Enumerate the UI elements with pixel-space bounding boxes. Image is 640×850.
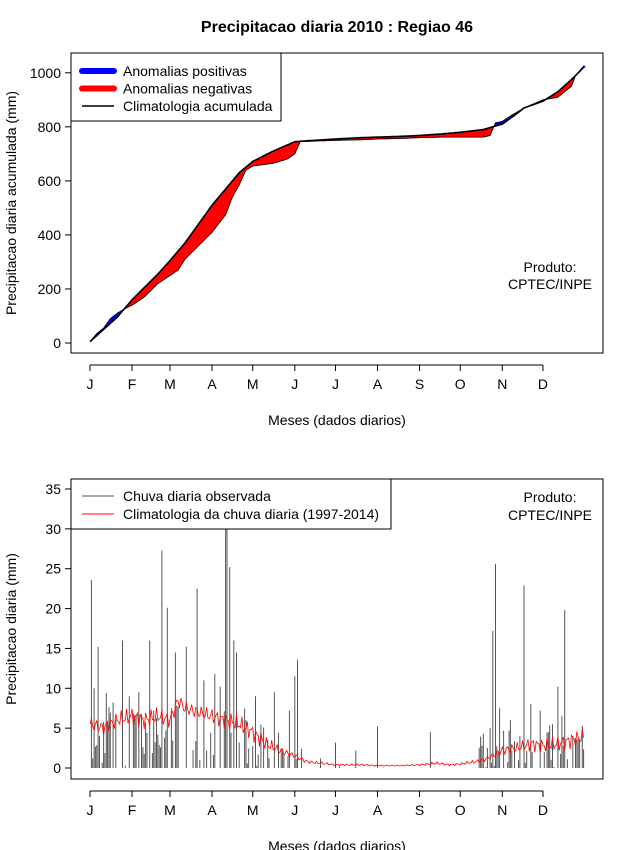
- bottom-y-tick-label: 35: [45, 481, 61, 497]
- top-x-tick-label: J: [87, 376, 94, 392]
- bottom-y-tick-label: 5: [53, 720, 61, 736]
- top-x-tick-label: M: [164, 376, 176, 392]
- top-x-tick-label: F: [128, 376, 137, 392]
- top-x-tick-label: M: [247, 376, 259, 392]
- bottom-x-tick-label: M: [247, 802, 259, 818]
- top-annotation-line1: Produto:: [524, 259, 577, 275]
- bottom-annotation-line2: CPTEC/INPE: [508, 507, 592, 523]
- top-x-tick-label: O: [455, 376, 466, 392]
- bottom-legend-label: Climatologia da chuva diaria (1997-2014): [123, 506, 379, 522]
- bottom-x-tick-label: A: [207, 802, 217, 818]
- bottom-y-axis-label: Precipitacao diaria (mm): [3, 553, 19, 705]
- top-y-tick-label: 1000: [30, 65, 61, 81]
- bottom-x-tick-label: O: [455, 802, 466, 818]
- bottom-x-tick-label: J: [87, 802, 94, 818]
- observed-accumulated-line: [89, 65, 584, 342]
- top-x-tick-label: S: [415, 376, 424, 392]
- top-legend-label: Anomalias positivas: [123, 63, 247, 79]
- bottom-y-tick-label: 20: [45, 601, 61, 617]
- top-panel: 0 200 400 600 800 1000 J F M A M J J A S O N D Meses (dado…: [3, 52, 604, 428]
- top-y-tick-label: 200: [38, 281, 62, 297]
- top-y-tick-label: 400: [38, 227, 62, 243]
- top-x-tick-label: D: [538, 376, 548, 392]
- bottom-panel: 0 5 10 15 20 25 30 35 J F M A M J J A S O N D Meses (dados d…: [3, 478, 604, 850]
- top-y-tick-label: 800: [38, 119, 62, 135]
- bottom-x-tick-label: J: [291, 802, 298, 818]
- top-annotation-line2: CPTEC/INPE: [508, 276, 592, 292]
- top-y-axis-label: Precipitacao diaria acumulada (mm): [3, 91, 19, 315]
- bottom-legend-box: [70, 478, 392, 530]
- chart-title: Precipitacao diaria 2010 : Regiao 46: [201, 19, 473, 36]
- bottom-x-tick-label: D: [538, 802, 548, 818]
- bottom-x-tick-label: S: [415, 802, 424, 818]
- bottom-y-tick-label: 10: [45, 680, 61, 696]
- bottom-x-tick-label: F: [128, 802, 137, 818]
- top-y-tick-label: 600: [38, 173, 62, 189]
- bottom-x-tick-label: M: [164, 802, 176, 818]
- bottom-y-tick-label: 15: [45, 640, 61, 656]
- top-x-tick-label: J: [332, 376, 339, 392]
- bottom-y-tick-label: 0: [53, 760, 61, 776]
- observed-bars: [90, 479, 585, 768]
- bottom-x-axis-label: Meses (dados diarios): [268, 838, 406, 850]
- bottom-y-tick-label: 25: [45, 561, 61, 577]
- top-x-tick-label: A: [207, 376, 217, 392]
- climatology-accumulated-line: [89, 66, 585, 343]
- top-x-tick-label: A: [373, 376, 383, 392]
- climatology-daily-line: [89, 697, 584, 767]
- bottom-y-tick-label: 30: [45, 521, 61, 537]
- top-x-tick-label: N: [497, 376, 507, 392]
- bottom-x-tick-label: J: [332, 802, 339, 818]
- bottom-x-tick-label: N: [497, 802, 507, 818]
- bottom-legend-label: Chuva diaria observada: [123, 488, 271, 504]
- top-legend-label: Anomalias negativas: [123, 81, 252, 97]
- top-legend-label: Climatologia acumulada: [123, 98, 273, 114]
- bottom-annotation-line1: Produto:: [524, 489, 577, 505]
- bottom-x-tick-label: A: [373, 802, 383, 818]
- top-y-tick-label: 0: [53, 335, 61, 351]
- top-x-tick-label: J: [291, 376, 298, 392]
- top-x-axis-label: Meses (dados diarios): [268, 412, 406, 428]
